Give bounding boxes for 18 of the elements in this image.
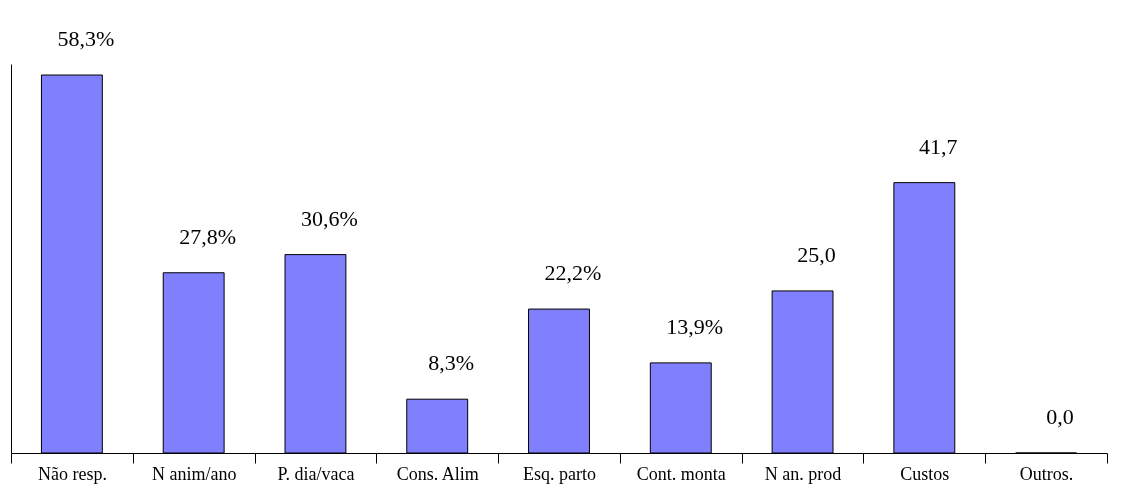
x-tick-label: Cont. monta <box>636 463 726 484</box>
x-tick-label: Esq. parto <box>523 463 596 484</box>
x-tick-label: N anim/ano <box>151 463 237 484</box>
x-tick-label: Cons. Alim <box>396 463 479 484</box>
data-label: 58,3% <box>57 26 115 52</box>
data-label: 8,3% <box>428 350 475 376</box>
data-label: 0,0 <box>1046 404 1074 429</box>
data-label: 25,0 <box>797 241 836 267</box>
x-tick-label: P. dia/vaca <box>277 463 355 484</box>
data-label: 41,7 <box>919 133 958 159</box>
data-label: 13,9% <box>666 313 724 339</box>
data-label: 30,6% <box>301 205 358 231</box>
data-label: 27,8% <box>179 223 237 249</box>
x-tick-label: Não resp. <box>37 463 107 484</box>
x-tick-label: Custos <box>900 463 950 484</box>
x-tick-label: N an. prod <box>764 463 842 484</box>
x-tick-label: Outros. <box>1019 463 1074 484</box>
data-label: 22,2% <box>544 260 602 286</box>
